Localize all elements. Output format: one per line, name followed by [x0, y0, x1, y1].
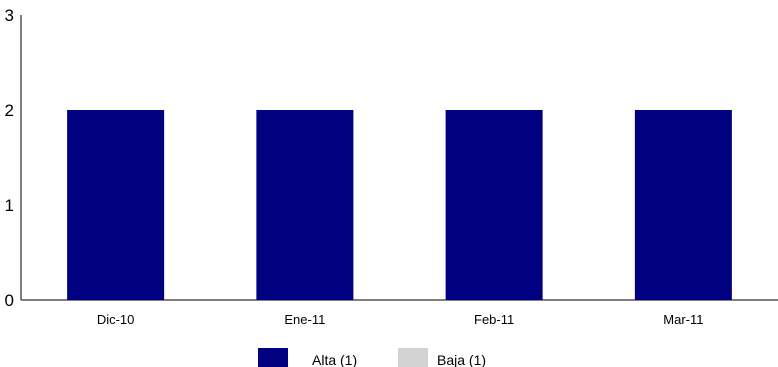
- legend-label-1: Baja (1): [437, 352, 486, 367]
- bar-0-2: [445, 110, 543, 300]
- legend-label-0: Alta (1): [312, 352, 357, 367]
- y-tick-label: 2: [5, 101, 14, 120]
- bars: [67, 110, 732, 300]
- x-tick-label: Ene-11: [284, 312, 325, 327]
- bar-0-0: [67, 110, 165, 300]
- legend: Alta (1) Baja (1): [258, 348, 486, 367]
- bar-0-1: [256, 110, 354, 300]
- x-tick-labels: Dic-10 Ene-11 Feb-11 Mar-11: [97, 312, 704, 327]
- y-tick-label: 1: [5, 196, 14, 215]
- x-tick-label: Mar-11: [663, 312, 703, 327]
- legend-swatch-1: [398, 348, 428, 367]
- y-tick-labels: 0 1 2 3: [5, 6, 14, 310]
- y-tick-label: 0: [5, 291, 14, 310]
- y-tick-label: 3: [5, 6, 14, 25]
- x-tick-label: Feb-11: [474, 312, 514, 327]
- bar-0-3: [634, 110, 732, 300]
- x-tick-label: Dic-10: [97, 312, 135, 327]
- legend-swatch-0: [258, 348, 288, 367]
